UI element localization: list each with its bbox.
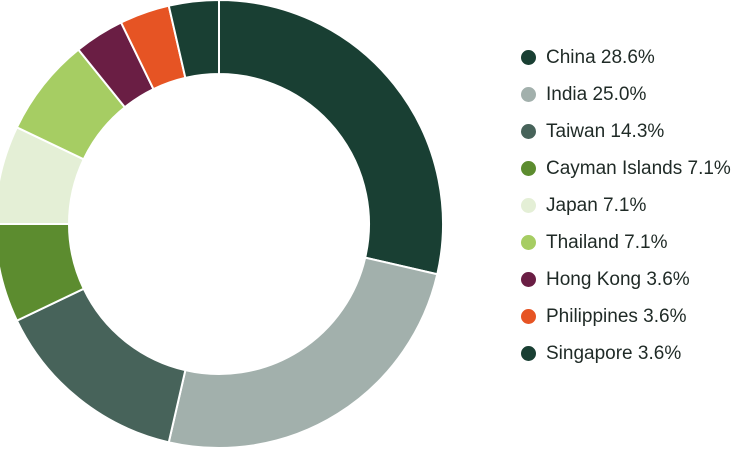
legend-label: China 28.6% [546,47,655,68]
donut-slice-2 [15,287,187,444]
donut-slice-0 [218,0,444,276]
donut-slice-1 [167,256,439,449]
donut-slices [0,0,444,449]
legend-swatch [521,235,536,250]
legend-label: Thailand 7.1% [546,232,668,253]
legend-label: India 25.0% [546,84,647,105]
legend-swatch [521,309,536,324]
legend-swatch [521,87,536,102]
donut-slice-8 [167,0,220,80]
legend-label: Philippines 3.6% [546,306,687,327]
chart-legend: China 28.6% India 25.0% Taiwan 14.3% Cayman… [521,47,736,381]
legend-label: Cayman Islands 7.1% [546,158,731,179]
legend-label: Japan 7.1% [546,195,647,216]
legend-item: Cayman Islands 7.1% [521,158,736,182]
legend-label: Taiwan 14.3% [546,121,665,142]
legend-item: Singapore 3.6% [521,343,736,367]
legend-item: Thailand 7.1% [521,232,736,256]
legend-swatch [521,346,536,361]
legend-label: Hong Kong 3.6% [546,269,690,290]
donut-slice-3 [0,223,86,322]
legend-swatch [521,50,536,65]
legend-swatch [521,161,536,176]
legend-item: Japan 7.1% [521,195,736,219]
legend-item: Hong Kong 3.6% [521,269,736,293]
legend-swatch [521,198,536,213]
legend-item: China 28.6% [521,47,736,71]
legend-swatch [521,124,536,139]
legend-item: Taiwan 14.3% [521,121,736,145]
legend-swatch [521,272,536,287]
legend-label: Singapore 3.6% [546,343,682,364]
legend-item: Philippines 3.6% [521,306,736,330]
legend-item: India 25.0% [521,84,736,108]
